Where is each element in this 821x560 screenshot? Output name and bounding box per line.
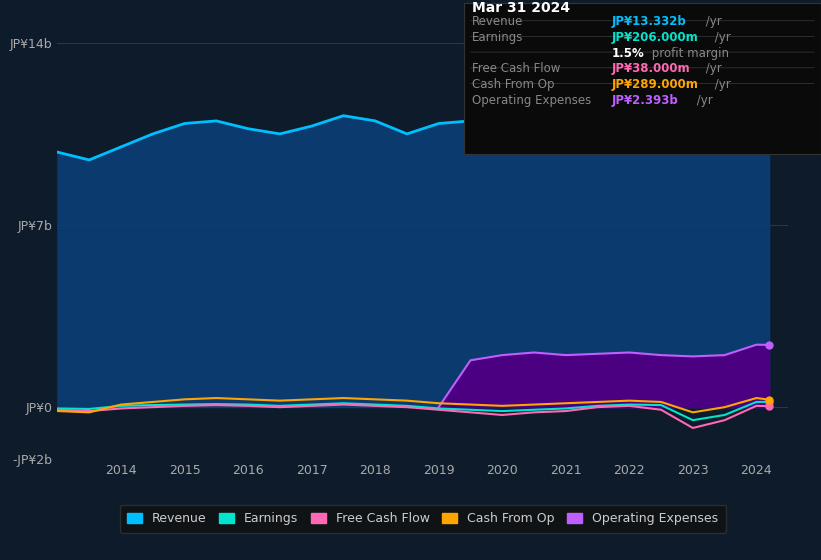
Text: /yr: /yr xyxy=(702,15,722,28)
Text: JP¥38.000m: JP¥38.000m xyxy=(612,62,690,75)
Legend: Revenue, Earnings, Free Cash Flow, Cash From Op, Operating Expenses: Revenue, Earnings, Free Cash Flow, Cash … xyxy=(120,505,726,533)
Text: /yr: /yr xyxy=(693,94,713,106)
Text: Earnings: Earnings xyxy=(472,31,524,44)
Text: /yr: /yr xyxy=(702,62,722,75)
Text: JP¥2.393b: JP¥2.393b xyxy=(612,94,678,106)
Text: profit margin: profit margin xyxy=(648,46,729,59)
Text: /yr: /yr xyxy=(711,78,731,91)
Text: JP¥289.000m: JP¥289.000m xyxy=(612,78,699,91)
Text: JP¥13.332b: JP¥13.332b xyxy=(612,15,686,28)
Text: Mar 31 2024: Mar 31 2024 xyxy=(472,1,571,15)
Text: Revenue: Revenue xyxy=(472,15,524,28)
Text: Cash From Op: Cash From Op xyxy=(472,78,554,91)
Text: Free Cash Flow: Free Cash Flow xyxy=(472,62,561,75)
Text: 1.5%: 1.5% xyxy=(612,46,644,59)
Text: Operating Expenses: Operating Expenses xyxy=(472,94,591,106)
Text: /yr: /yr xyxy=(711,31,731,44)
Text: JP¥206.000m: JP¥206.000m xyxy=(612,31,699,44)
